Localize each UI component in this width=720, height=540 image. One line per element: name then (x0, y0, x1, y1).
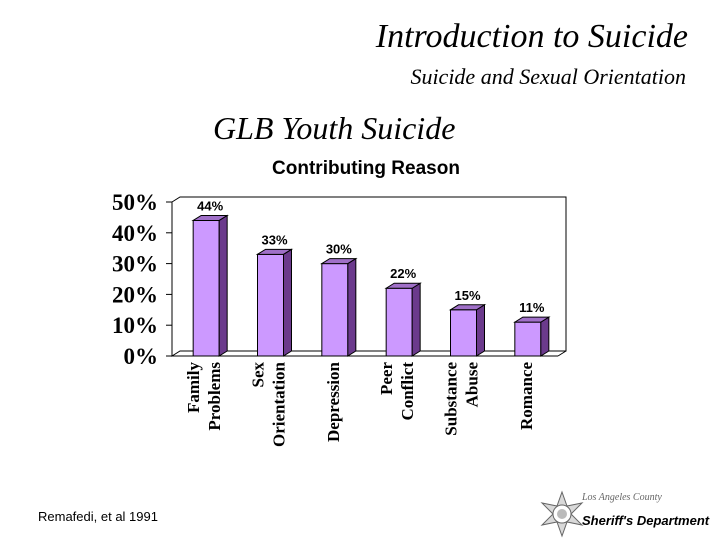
bar-top (191, 214, 229, 221)
bar-top (384, 282, 422, 289)
bar-data-label: 11% (519, 300, 545, 315)
bar-front (321, 263, 349, 357)
x-category-label: Family Problems (184, 362, 224, 431)
logo-agency-name: Los Angeles County (582, 492, 662, 503)
x-category-label: Romance (517, 362, 536, 430)
logo-department-name: Sheriff's Department (582, 513, 710, 528)
bar-front (192, 219, 220, 357)
bar-front (385, 287, 413, 357)
bar-side (476, 303, 485, 357)
slide-subtitle: Suicide and Sexual Orientation (410, 64, 686, 89)
x-category-label-line: Orientation (270, 361, 289, 447)
y-tick-labels: 0% 10% 20% 30% 40% 50% (112, 190, 172, 369)
bar: 33% (255, 232, 294, 357)
bar-top (320, 258, 358, 265)
y-tick-label: 0% (124, 344, 159, 369)
x-category-label-line: Conflict (398, 362, 417, 421)
bar-chart: Contributing Reason 44% 33% 30% 22% 15% 11% 0… (112, 158, 567, 447)
bar-top (448, 304, 487, 311)
bar-data-label: 22% (390, 266, 416, 281)
bar-data-label: 30% (326, 242, 352, 257)
bar: 22% (384, 266, 422, 357)
x-category-label-line: Depression (324, 361, 343, 442)
x-category-label-line: Problems (205, 362, 224, 431)
bar-side (347, 257, 357, 357)
x-category-label-line: Peer (377, 362, 396, 395)
bar-front (450, 309, 477, 357)
bar-side (218, 214, 228, 357)
x-category-label-line: Abuse (463, 362, 482, 408)
x-category-label-line: Family (184, 362, 203, 413)
bar-front (257, 253, 284, 357)
y-tick-label: 10% (112, 313, 158, 338)
x-category-labels: Family Problems Sex Orientation Depression Pe… (184, 361, 536, 447)
chart-back-wall (171, 196, 567, 357)
x-category-label: Sex Orientation (249, 361, 289, 447)
bar-data-label: 33% (261, 232, 287, 247)
x-category-label: Substance Abuse (442, 362, 482, 436)
bar: 44% (191, 198, 229, 357)
bar-top (255, 248, 294, 255)
bar-side (540, 316, 550, 357)
y-tick-label: 20% (112, 282, 158, 307)
x-category-label-line: Substance (442, 362, 461, 436)
x-category-label: Depression (324, 361, 343, 442)
y-tick-label: 30% (112, 252, 158, 277)
citation: Remafedi, et al 1991 (38, 509, 158, 524)
y-tick-label: 40% (112, 221, 158, 246)
x-category-label-line: Sex (249, 362, 268, 388)
chart-heading: GLB Youth Suicide (213, 110, 456, 146)
floor-edge (557, 350, 567, 357)
bar-top (513, 316, 551, 323)
bar-front (514, 321, 542, 357)
slide-title: Introduction to Suicide (375, 18, 688, 55)
chart-title: Contributing Reason (272, 158, 460, 179)
y-tick-label: 50% (112, 190, 158, 215)
bar: 11% (513, 300, 551, 357)
bar-data-label: 44% (197, 198, 223, 213)
bar-side (283, 248, 292, 357)
chart-axes (171, 196, 567, 357)
bar: 30% (320, 242, 358, 357)
chart-bars: 44% 33% 30% 22% 15% 11% (191, 198, 551, 357)
bar-data-label: 15% (454, 288, 480, 303)
bar: 15% (448, 288, 487, 357)
sheriff-star-icon (540, 490, 584, 538)
x-category-label: Peer Conflict (377, 362, 417, 421)
x-category-label-line: Romance (517, 362, 536, 430)
bar-side (411, 282, 421, 357)
